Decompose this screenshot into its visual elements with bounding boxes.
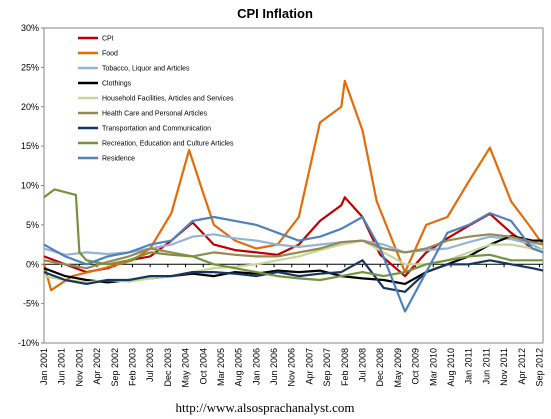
series-line-residence — [43, 212, 544, 313]
x-tick-label: Jul 2003 — [145, 348, 155, 382]
x-tick-label: Jun 2011 — [481, 348, 491, 384]
x-tick-label: Dec 2003 — [163, 348, 173, 387]
x-tick-label: Jun 2006 — [269, 348, 279, 385]
legend: CPI Food Tobacco, Liquor and Articles Cloth… — [78, 36, 234, 163]
x-tick-label: Oct 2004 — [198, 348, 208, 385]
series-line-health-care-and-personal-articles — [43, 233, 544, 270]
x-tick-label: May 2009 — [393, 348, 403, 388]
legend-label-tobacco-liquor-and-articles: Tobacco, Liquor and Articles — [102, 66, 190, 73]
x-tick-label: Dec 2008 — [375, 348, 385, 387]
series-layer — [42, 79, 544, 313]
x-tick-label: Mar 2010 — [428, 348, 438, 386]
y-tick-label: 25% — [21, 62, 39, 72]
x-tick-label: Feb 2008 — [340, 348, 350, 386]
y-tick-label: 10% — [21, 181, 39, 191]
y-tick-label: 15% — [21, 141, 39, 151]
source-url: http://www.alsosprachanalyst.com — [176, 400, 355, 415]
x-tick-label: Nov 2001 — [74, 348, 84, 387]
x-tick-label: Sep 2007 — [322, 348, 332, 387]
x-tick-label: Nov 2011 — [499, 348, 509, 386]
axes: -10% -5% 0% 5% 10% 15% 20% 25% 30% Jan 2001 Jun 20… — [18, 23, 544, 388]
legend-label-cpi: CPI — [102, 36, 114, 43]
x-tick-label: Aug 2010 — [446, 348, 456, 387]
legend-label-health-care-and-personal-articles: Health Care and Personal Articles — [102, 111, 208, 118]
x-tick-label: Oct 2009 — [411, 348, 421, 385]
y-tick-label: 30% — [21, 23, 39, 33]
x-tick-label: Jul 2008 — [358, 348, 368, 382]
x-tick-label: May 2004 — [181, 348, 191, 388]
x-tick-label: Jan 2006 — [251, 348, 261, 385]
series-line-household-facilities-articles-and-services — [43, 239, 544, 284]
x-tick-label: Mar 2005 — [216, 348, 226, 386]
y-tick-label: 20% — [21, 102, 39, 112]
legend-label-transportation-and-communication: Transportation and Communication — [102, 126, 211, 133]
x-tick-label: Jan 2001 — [39, 348, 49, 385]
plot-area-border — [43, 27, 544, 344]
x-tick-label: Apr 2007 — [304, 348, 314, 385]
y-tick-label: 5% — [26, 220, 39, 230]
x-tick-label: Apr 2012 — [517, 348, 527, 385]
x-tick-label: Apr 2002 — [92, 348, 102, 385]
x-tick-label: Sep 2012 — [534, 348, 544, 387]
x-tick-label: Nov 2006 — [287, 348, 297, 387]
legend-label-residence: Residence — [102, 156, 135, 163]
legend-label-clothings: Clothings — [102, 81, 132, 88]
legend-label-recreation-education-and-culture-articles: Recreation, Education and Culture Articl… — [102, 141, 234, 148]
x-tick-label: Aug 2005 — [234, 348, 244, 387]
y-tick-label: -10% — [18, 338, 39, 348]
series-line-transportation-and-communication — [43, 259, 544, 293]
x-tick-label: Jun 2001 — [57, 348, 67, 385]
legend-label-household-facilities-articles-and-services: Household Facilities, Articles and Servi… — [102, 96, 234, 103]
y-tick-label: -5% — [23, 299, 39, 309]
x-tick-label: Feb 2003 — [127, 348, 137, 386]
x-tick-label: Jan 2011 — [464, 348, 474, 384]
series-line-recreation-education-and-culture-articles — [43, 188, 543, 282]
y-tick-label: 0% — [26, 259, 39, 269]
x-tick-label: Sep 2002 — [110, 348, 120, 387]
chart-title: CPI Inflation — [237, 6, 313, 21]
legend-label-food: Food — [102, 51, 118, 58]
